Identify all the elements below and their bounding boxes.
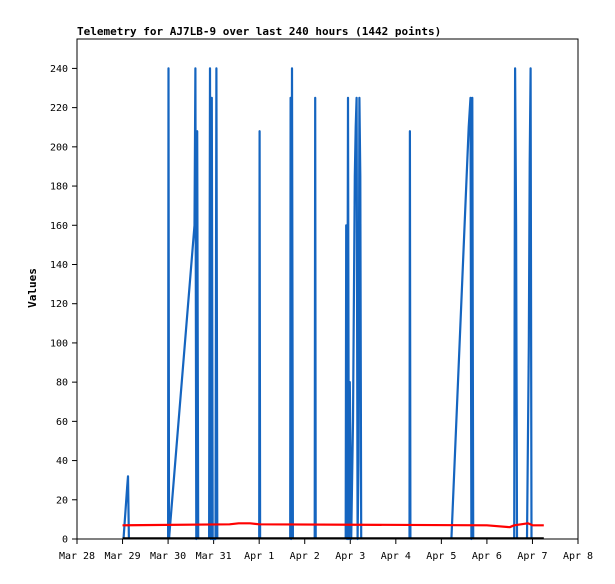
y-tick-label: 100 [50,338,68,349]
y-tick-label: 0 [62,535,68,546]
series-0-segment-7 [344,96,363,541]
plot-frame [76,38,579,540]
chart-title: Telemetry for AJ7LB-9 over last 240 hour… [77,25,441,38]
y-axis: 0 20 40 60 80 100 120 140 160 180 200 220 240 [50,64,77,546]
y-tick-label: 40 [56,456,68,467]
x-tick-label: Mar 30 [150,551,186,562]
x-tick-label: Apr 7 [517,551,547,562]
x-tick-label: Apr 2 [290,551,320,562]
series-0-segment-2 [167,67,200,541]
y-tick-label: 240 [50,64,68,75]
x-tick-label: Apr 3 [335,551,365,562]
x-tick-label: Mar 28 [59,551,95,562]
y-tick-label: 220 [50,103,68,114]
series-0-segment-5 [289,67,294,541]
x-tick-label: Apr 5 [426,551,456,562]
y-tick-label: 200 [50,142,68,153]
y-tick-label: 120 [50,299,68,310]
series-0-segment-10 [513,67,519,540]
y-tick-label: 80 [56,378,68,389]
y-tick-label: 140 [50,260,68,271]
y-axis-label: Values [26,268,39,308]
x-tick-label: Apr 8 [563,551,593,562]
series-1-segment-0 [122,522,544,529]
series-0-segment-8 [408,130,412,540]
series-layer [122,67,544,541]
y-tick-label: 60 [56,417,68,428]
x-tick-label: Mar 31 [196,551,232,562]
y-tick-label: 20 [56,495,68,506]
series-0-segment-11 [525,67,533,540]
x-tick-label: Mar 29 [104,551,140,562]
y-tick-label: 160 [50,221,68,232]
x-tick-label: Apr 1 [244,551,274,562]
series-0-segment-1 [167,67,171,540]
x-axis: Mar 28 Mar 29 Mar 30 Mar 31 Apr 1 Apr 2 Apr 3 A… [59,539,593,562]
series-0-segment-4 [258,130,262,540]
series-0-segment-6 [313,96,317,540]
series-0-segment-9 [450,96,475,541]
series-0-segment-0 [122,475,130,540]
series-0-segment-3 [208,67,219,541]
y-tick-label: 180 [50,182,68,193]
x-tick-label: Apr 4 [381,551,411,562]
x-tick-label: Apr 6 [472,551,502,562]
